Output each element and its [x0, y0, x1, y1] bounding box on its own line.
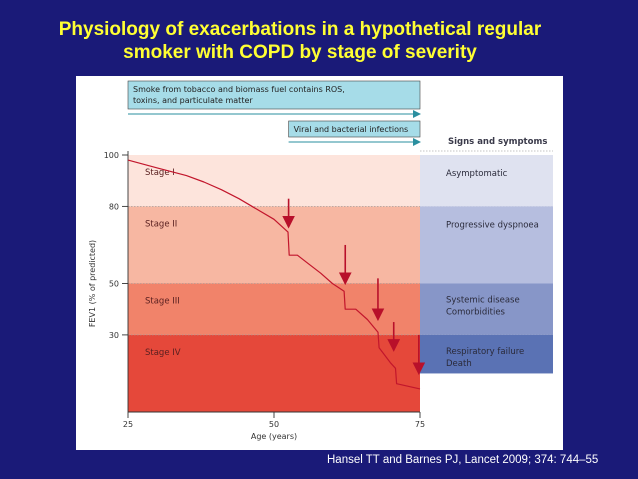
symptom-label-4-2: Death	[446, 359, 472, 369]
stage-label-1: Stage I	[145, 168, 175, 178]
title-line-1: Physiology of exacerbations in a hypothe…	[58, 19, 542, 40]
y-tick-label-3: 80	[109, 202, 119, 211]
slide-title: Physiology of exacerbations in a hypothe…	[0, 18, 600, 64]
stage-band-3	[128, 283, 420, 335]
banner-1-line-1: Smoke from tobacco and biomass fuel cont…	[133, 85, 345, 94]
banner-1-line-2: toxins, and particulate matter	[133, 96, 253, 105]
y-tick-label-2: 50	[109, 280, 119, 289]
symptom-band-3	[420, 283, 553, 335]
symptom-label-1-1: Asymptomatic	[446, 169, 508, 179]
stage-band-4	[128, 334, 420, 412]
citation: Hansel TT and Barnes PJ, Lancet 2009; 37…	[327, 454, 599, 466]
stage-band-1	[128, 155, 420, 207]
fev1-curve	[127, 159, 421, 390]
banner-1	[127, 80, 421, 110]
title-line-2: smoker with COPD by stage of severity	[123, 42, 477, 63]
symptom-label-3-1: Systemic disease	[446, 296, 520, 306]
symptom-label-2-1: Progressive dyspnoea	[446, 220, 539, 230]
x-tick-label-2: 50	[269, 420, 279, 429]
banner-2	[288, 120, 421, 138]
banner-2-line-1: Viral and bacterial infections	[294, 125, 409, 134]
symptom-label-4-1: Respiratory failure	[446, 347, 524, 357]
stage-label-2: Stage II	[145, 219, 177, 229]
symptom-band-2	[420, 206, 553, 284]
x-axis-label: Age (years)	[251, 432, 297, 441]
stage-band-2	[128, 206, 420, 284]
signs-header: Signs and symptoms	[448, 137, 547, 147]
x-tick-label-1: 25	[123, 420, 133, 429]
x-tick-label-3: 75	[415, 420, 425, 429]
fev1-chart: Stage I Stage II Stage III Stage IV Signs an…	[88, 80, 553, 441]
copd-figure: Stage I Stage II Stage III Stage IV Signs an…	[76, 76, 563, 450]
stage-label-4: Stage IV	[145, 348, 181, 358]
symptom-label-3-2: Comorbidities	[446, 308, 506, 318]
symptom-band-4	[420, 334, 553, 374]
y-tick-label-4: 100	[104, 151, 119, 160]
stage-label-3: Stage III	[145, 297, 180, 307]
symptom-band-1	[420, 155, 553, 207]
y-tick-label-1: 30	[109, 331, 119, 340]
y-axis-label: FEV1 (% of predicted)	[88, 240, 97, 327]
